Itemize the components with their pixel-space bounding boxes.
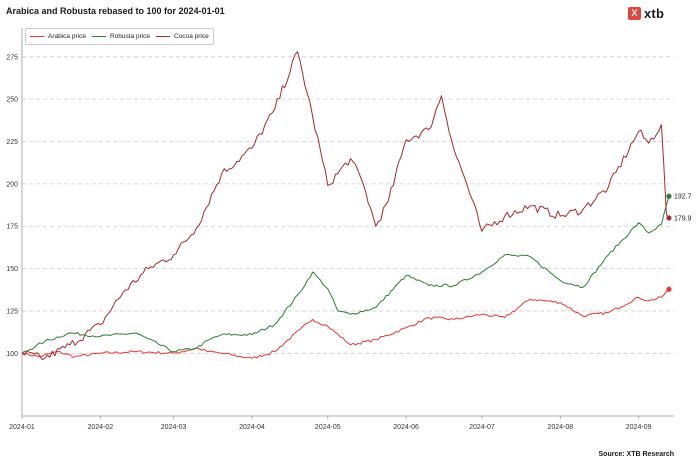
legend-swatch-cocoa — [156, 36, 171, 37]
legend-item-arabica: Arabica price — [30, 33, 86, 40]
xtb-logo-icon: X — [628, 7, 641, 20]
y-tick-label-150: 150 — [6, 266, 18, 273]
legend-swatch-arabica — [30, 36, 44, 37]
y-tick-label-225: 225 — [6, 139, 18, 146]
x-tick-label-2024-08: 2024-08 — [547, 424, 573, 431]
y-tick-label-200: 200 — [6, 181, 18, 188]
series-end-label-robusta: 192.7 — [674, 194, 692, 201]
series-line-robusta — [21, 196, 670, 354]
series-end-label-cocoa: 179.9 — [674, 215, 692, 222]
x-tick-label-2024-07: 2024-07 — [469, 424, 495, 431]
chart-legend: Arabica price Robusta price Cocoa price — [25, 28, 214, 45]
series-end-marker-arabica — [666, 286, 672, 292]
series-line-arabica — [21, 288, 670, 359]
legend-label-arabica: Arabica price — [48, 33, 86, 40]
y-tick-label-100: 100 — [6, 351, 18, 358]
source-note: Source: XTB Research — [598, 451, 674, 458]
legend-label-robusta: Robusta price — [109, 33, 151, 40]
xtb-logo-text: xtb — [644, 6, 665, 21]
legend-item-cocoa: Cocoa price — [156, 33, 209, 40]
legend-swatch-robusta — [91, 36, 106, 37]
series-end-marker-robusta — [666, 193, 672, 199]
x-tick-label-2024-04: 2024-04 — [239, 424, 265, 431]
x-tick-label-2024-09: 2024-09 — [626, 424, 652, 431]
chart-title: Arabica and Robusta rebased to 100 for 2… — [6, 6, 225, 16]
y-tick-label-125: 125 — [6, 308, 18, 315]
legend-label-cocoa: Cocoa price — [174, 33, 209, 40]
series-line-cocoa — [21, 51, 670, 361]
x-tick-label-2024-03: 2024-03 — [161, 424, 187, 431]
x-tick-label-2024-06: 2024-06 — [393, 424, 419, 431]
x-tick-label-2024-01: 2024-01 — [9, 424, 35, 431]
series-end-marker-cocoa — [666, 215, 672, 221]
y-tick-label-250: 250 — [6, 97, 18, 104]
y-tick-label-175: 175 — [6, 224, 18, 231]
legend-item-robusta: Robusta price — [91, 33, 151, 40]
x-tick-label-2024-05: 2024-05 — [315, 424, 341, 431]
x-tick-label-2024-02: 2024-02 — [87, 424, 113, 431]
y-tick-label-275: 275 — [6, 54, 18, 61]
xtb-logo: X xtb — [628, 6, 664, 21]
